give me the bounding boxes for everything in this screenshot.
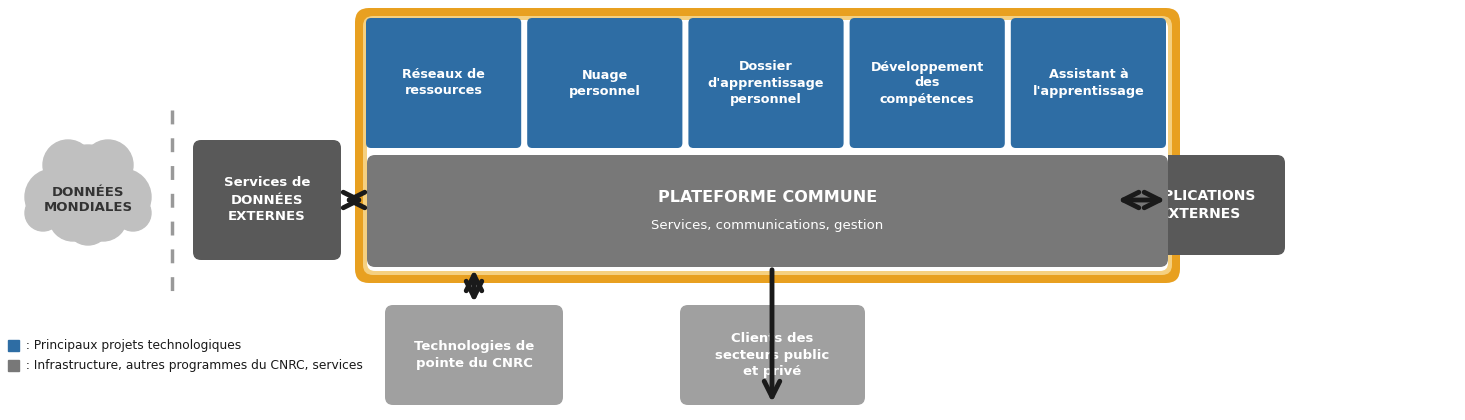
FancyBboxPatch shape xyxy=(689,18,844,148)
FancyBboxPatch shape xyxy=(366,18,522,148)
FancyBboxPatch shape xyxy=(355,8,1179,283)
Bar xyxy=(7,360,19,371)
FancyBboxPatch shape xyxy=(363,16,1172,275)
Text: Développement
des
compétences: Développement des compétences xyxy=(870,60,984,105)
Circle shape xyxy=(84,140,133,190)
Text: PLATEFORME COMMUNE: PLATEFORME COMMUNE xyxy=(658,189,878,205)
FancyBboxPatch shape xyxy=(680,305,864,405)
FancyBboxPatch shape xyxy=(850,18,1005,148)
Text: Réseaux de
ressources: Réseaux de ressources xyxy=(403,68,485,97)
Text: : Principaux projets technologiques: : Principaux projets technologiques xyxy=(22,339,242,352)
Circle shape xyxy=(25,169,81,225)
Circle shape xyxy=(95,169,151,225)
Circle shape xyxy=(48,193,97,241)
Text: APPLICATIONS
EXTERNES: APPLICATIONS EXTERNES xyxy=(1143,189,1257,221)
FancyBboxPatch shape xyxy=(368,155,1168,267)
Text: DONNÉES
MONDIALES: DONNÉES MONDIALES xyxy=(44,186,132,214)
Text: Dossier
d'apprentissage
personnel: Dossier d'apprentissage personnel xyxy=(708,60,825,105)
Circle shape xyxy=(66,201,110,245)
FancyBboxPatch shape xyxy=(368,20,1168,271)
Circle shape xyxy=(42,140,92,190)
FancyBboxPatch shape xyxy=(385,305,563,405)
Circle shape xyxy=(114,195,151,231)
Circle shape xyxy=(48,145,127,225)
Circle shape xyxy=(25,195,62,231)
FancyBboxPatch shape xyxy=(1115,155,1285,255)
Text: Clients des
secteurs public
et privé: Clients des secteurs public et privé xyxy=(715,331,829,378)
FancyBboxPatch shape xyxy=(1011,18,1166,148)
Text: Assistant à
l'apprentissage: Assistant à l'apprentissage xyxy=(1033,68,1144,97)
Text: Technologies de
pointe du CNRC: Technologies de pointe du CNRC xyxy=(415,340,535,370)
Circle shape xyxy=(79,193,127,241)
Text: Services, communications, gestion: Services, communications, gestion xyxy=(652,218,883,231)
Text: Services de
DONNÉES
EXTERNES: Services de DONNÉES EXTERNES xyxy=(224,176,311,223)
FancyBboxPatch shape xyxy=(527,18,683,148)
Bar xyxy=(7,340,19,351)
Text: Nuage
personnel: Nuage personnel xyxy=(568,68,640,97)
Text: : Infrastructure, autres programmes du CNRC, services: : Infrastructure, autres programmes du C… xyxy=(22,359,363,372)
FancyBboxPatch shape xyxy=(193,140,341,260)
